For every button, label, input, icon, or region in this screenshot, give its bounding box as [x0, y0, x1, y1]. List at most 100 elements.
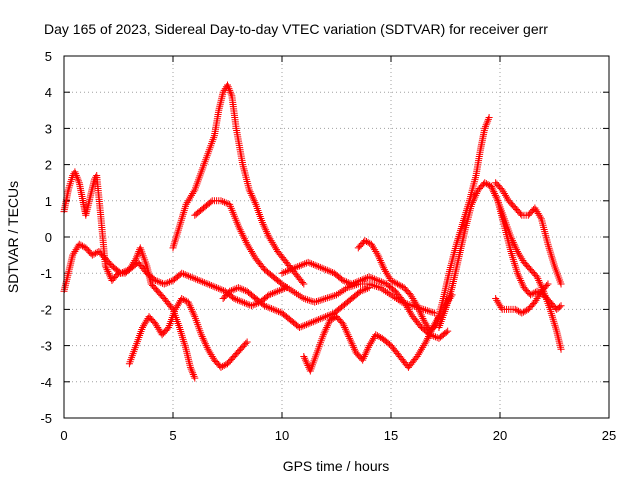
data-point [298, 293, 306, 301]
data-point [117, 269, 125, 277]
data-point [88, 251, 96, 259]
data-point [239, 298, 247, 306]
data-point [379, 262, 387, 270]
data-point [322, 313, 330, 321]
data-point [365, 342, 373, 350]
data-point [403, 304, 411, 312]
data-point [289, 287, 297, 295]
x-tick-label: 5 [169, 428, 176, 443]
data-point [349, 342, 357, 350]
y-tick-label: 1 [45, 194, 52, 209]
data-point [306, 259, 314, 267]
data-point [265, 233, 273, 241]
data-point [247, 302, 255, 310]
data-point [189, 190, 197, 198]
data-point [318, 314, 326, 322]
data-point [374, 283, 382, 291]
data-point [222, 199, 230, 207]
data-point [423, 336, 431, 344]
series-sat-m [219, 284, 373, 331]
data-point [341, 277, 349, 285]
data-point [239, 231, 247, 239]
data-point [189, 309, 197, 317]
data-point [416, 347, 424, 355]
data-point [536, 278, 544, 286]
data-point [214, 284, 222, 292]
data-point [308, 260, 316, 268]
data-point [508, 235, 516, 243]
data-point [241, 237, 249, 245]
x-tick-label: 25 [602, 428, 616, 443]
data-point [209, 282, 217, 290]
data-point [497, 304, 505, 312]
data-point [389, 277, 397, 285]
data-point [200, 279, 208, 287]
data-point [234, 284, 242, 292]
data-point [132, 255, 140, 263]
data-point [157, 279, 165, 287]
data-point [327, 310, 335, 318]
y-tick-label: -3 [40, 339, 52, 354]
data-point [323, 294, 331, 302]
y-tick-label: 2 [45, 158, 52, 173]
data-point [420, 316, 428, 324]
data-point [363, 284, 371, 292]
data-point [72, 246, 80, 254]
data-point [287, 266, 295, 274]
chart-title: Day 165 of 2023, Sidereal Day-to-day VTE… [44, 21, 548, 37]
data-point [266, 235, 274, 243]
data-point [531, 204, 539, 212]
data-point [173, 302, 181, 310]
data-point [483, 119, 491, 127]
data-point [260, 222, 268, 230]
data-point [367, 240, 375, 248]
y-tick-label: 5 [45, 49, 52, 64]
data-point [185, 272, 193, 280]
data-point [189, 369, 197, 377]
data-point [205, 347, 213, 355]
data-point [500, 190, 508, 198]
data-point [493, 195, 501, 203]
data-point [314, 297, 322, 305]
data-point [376, 277, 384, 285]
data-point [347, 338, 355, 346]
data-point [190, 311, 198, 319]
data-point [350, 345, 358, 353]
data-point [482, 180, 490, 188]
data-point [213, 284, 221, 292]
data-point [331, 314, 339, 322]
data-point [186, 273, 194, 281]
data-point [365, 284, 373, 292]
y-tick-label: -1 [40, 266, 52, 281]
data-point [333, 291, 340, 299]
data-point [387, 291, 395, 299]
data-point [484, 115, 492, 123]
data-point [376, 284, 384, 292]
data-point [370, 275, 378, 283]
data-point [308, 318, 316, 326]
data-point [372, 282, 380, 290]
data-point [424, 333, 432, 341]
data-point [270, 289, 278, 297]
data-point [313, 316, 321, 324]
data-point [370, 334, 378, 342]
data-point [249, 193, 257, 201]
data-point [511, 305, 519, 313]
series-sat-l [492, 280, 552, 317]
data-point [510, 240, 518, 248]
data-point [488, 184, 496, 192]
data-point [247, 190, 255, 198]
data-point [423, 322, 431, 330]
data-point [299, 322, 307, 330]
data-point [287, 286, 295, 294]
data-point [385, 273, 393, 281]
x-tick-label: 10 [275, 428, 289, 443]
data-point [285, 285, 293, 293]
data-point [152, 320, 160, 328]
y-tick-label: -2 [40, 302, 52, 317]
data-point [534, 293, 542, 301]
data-point [367, 338, 375, 346]
data-point [348, 280, 356, 288]
data-point [334, 290, 342, 298]
data-point [106, 271, 114, 279]
